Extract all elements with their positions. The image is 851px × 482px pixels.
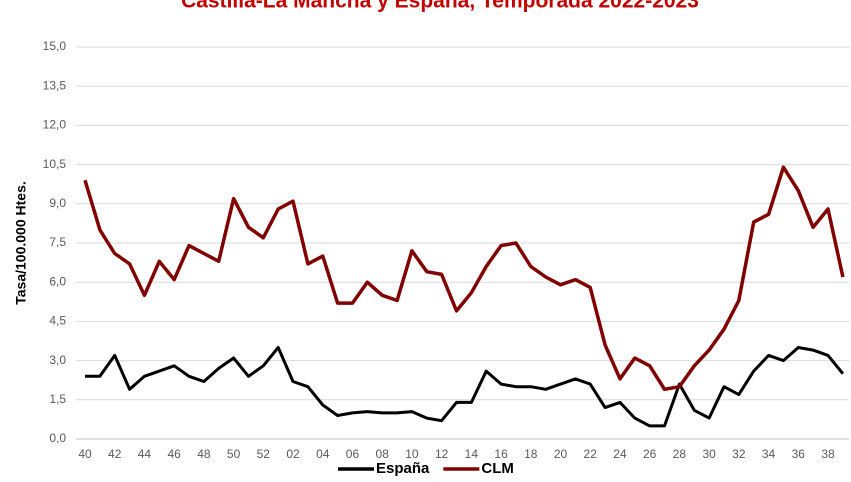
series-line bbox=[83, 165, 845, 392]
y-tick-label: 13,5 bbox=[43, 78, 67, 92]
x-tick-label: 04 bbox=[316, 447, 330, 461]
x-tick-label: 38 bbox=[821, 447, 835, 461]
x-tick-label: 12 bbox=[435, 447, 449, 461]
x-tick-label: 46 bbox=[167, 447, 181, 461]
x-tick-label: 22 bbox=[584, 447, 598, 461]
y-tick-label: 7,5 bbox=[49, 235, 66, 249]
legend-label: CLM bbox=[481, 460, 514, 477]
y-tick-label: 1,5 bbox=[49, 392, 66, 406]
x-tick-label: 28 bbox=[673, 447, 687, 461]
chart-title: Castilla-La Mancha y España, Temporada 2… bbox=[181, 0, 699, 13]
y-axis-label: Tasa/100.000 Htes. bbox=[13, 181, 29, 305]
x-tick-label: 30 bbox=[702, 447, 716, 461]
y-tick-label: 6,0 bbox=[49, 274, 66, 288]
x-tick-label: 36 bbox=[792, 447, 806, 461]
x-tick-label: 52 bbox=[257, 447, 271, 461]
x-tick-label: 16 bbox=[494, 447, 508, 461]
x-tick-label: 48 bbox=[197, 447, 211, 461]
y-tick-label: 10,5 bbox=[43, 157, 67, 171]
x-tick-label: 14 bbox=[465, 447, 479, 461]
y-tick-label: 9,0 bbox=[49, 196, 66, 210]
x-tick-label: 06 bbox=[346, 447, 360, 461]
legend-label: España bbox=[376, 460, 430, 477]
x-tick-label: 18 bbox=[524, 447, 538, 461]
series-line bbox=[85, 346, 845, 428]
x-tick-label: 32 bbox=[732, 447, 746, 461]
y-tick-label: 3,0 bbox=[49, 353, 66, 367]
y-tick-label: 4,5 bbox=[49, 314, 66, 328]
x-tick-label: 08 bbox=[376, 447, 390, 461]
x-tick-label: 44 bbox=[138, 447, 152, 461]
x-tick-label: 26 bbox=[643, 447, 657, 461]
x-tick-label: 42 bbox=[108, 447, 122, 461]
y-tick-label: 0,0 bbox=[49, 431, 66, 445]
x-tick-label: 02 bbox=[286, 447, 300, 461]
x-tick-label: 50 bbox=[227, 447, 241, 461]
y-tick-label: 15,0 bbox=[43, 39, 67, 53]
x-tick-label: 34 bbox=[762, 447, 776, 461]
x-tick-label: 20 bbox=[554, 447, 568, 461]
y-tick-label: 12,0 bbox=[43, 118, 67, 132]
x-tick-label: 24 bbox=[613, 447, 627, 461]
x-tick-label: 10 bbox=[405, 447, 419, 461]
x-tick-label: 40 bbox=[78, 447, 92, 461]
